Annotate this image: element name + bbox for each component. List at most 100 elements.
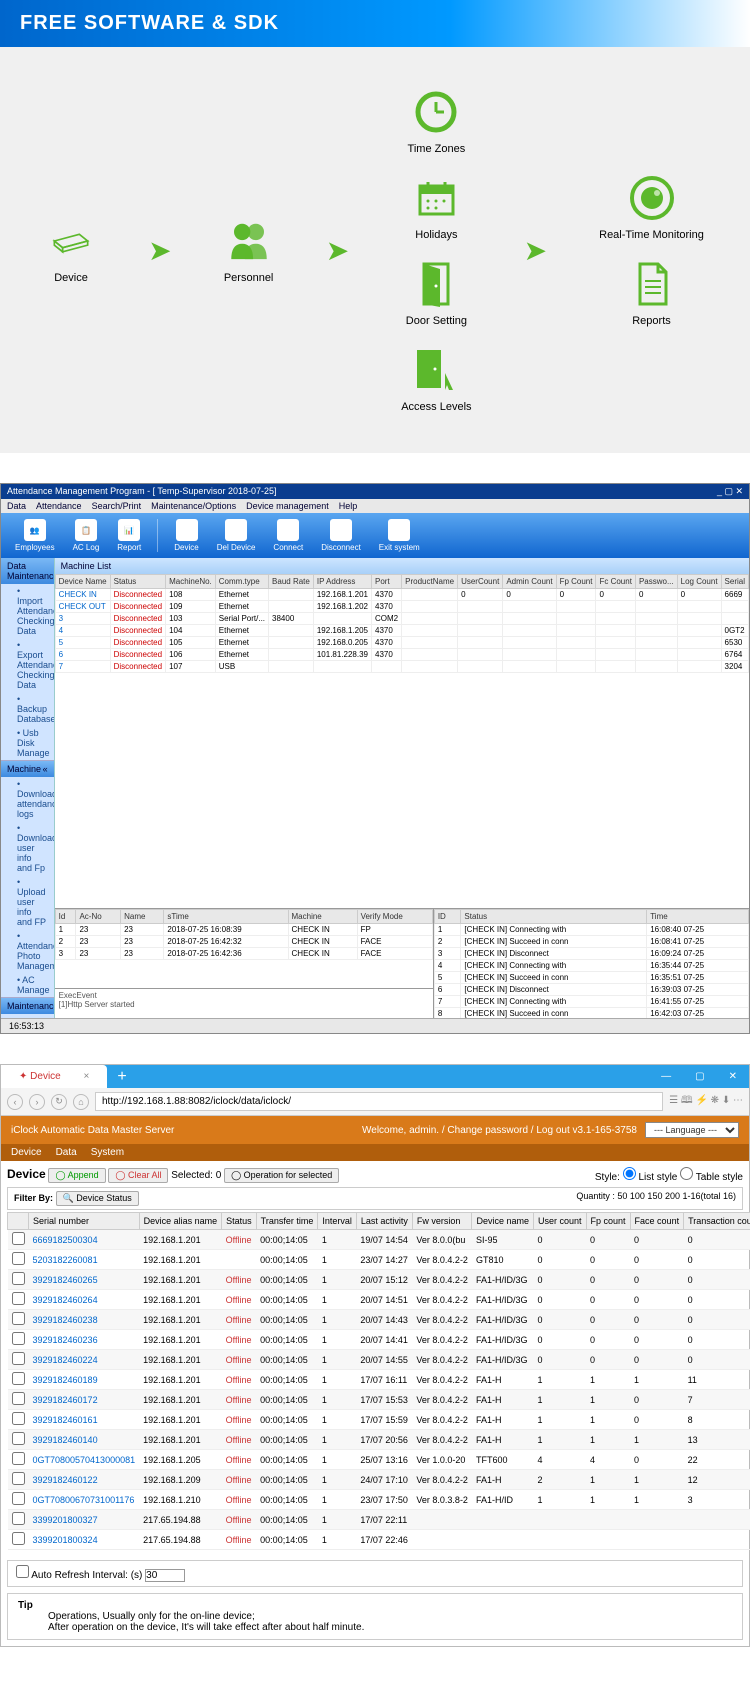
table-row[interactable]: 5[CHECK IN] Succeed in conn16:35:51 07-2… bbox=[434, 972, 748, 984]
menu-item[interactable]: Device management bbox=[246, 501, 329, 511]
toolbar-employees[interactable]: 👥Employees bbox=[9, 517, 61, 554]
nav-item[interactable]: System bbox=[91, 1147, 124, 1158]
sidebar-item[interactable]: • Export Attendance Checking Data bbox=[1, 638, 54, 692]
toolbar-exit-system[interactable]: ⏻Exit system bbox=[373, 517, 426, 554]
table-row[interactable]: 3929182460264192.168.1.201Offline00:00;1… bbox=[8, 1290, 750, 1310]
nav-item[interactable]: Device bbox=[11, 1147, 42, 1158]
toolbar-ac-log[interactable]: 📋AC Log bbox=[67, 517, 106, 554]
table-row[interactable]: 4[CHECK IN] Connecting with16:35:44 07-2… bbox=[434, 960, 748, 972]
table-row[interactable]: 7Disconnected107USB3204 bbox=[55, 661, 748, 673]
row-checkbox[interactable] bbox=[12, 1452, 25, 1465]
sidebar-item[interactable]: • Usb Disk Manage bbox=[1, 726, 54, 760]
toolbar-device[interactable]: 🖥Device bbox=[168, 517, 204, 554]
table-row[interactable]: CHECK OUTDisconnected109Ethernet192.168.… bbox=[55, 601, 748, 613]
row-checkbox[interactable] bbox=[12, 1512, 25, 1525]
column-header[interactable]: Baud Rate bbox=[269, 575, 314, 589]
table-row[interactable]: 6Disconnected106Ethernet101.81.228.39437… bbox=[55, 649, 748, 661]
column-header[interactable]: UserCount bbox=[458, 575, 503, 589]
column-header[interactable]: Interval bbox=[318, 1213, 357, 1230]
row-checkbox[interactable] bbox=[12, 1352, 25, 1365]
column-header[interactable]: Log Count bbox=[677, 575, 721, 589]
menu-item[interactable]: Search/Print bbox=[92, 501, 142, 511]
url-input[interactable]: http://192.168.1.88:8082/iclock/data/icl… bbox=[95, 1092, 663, 1111]
table-row[interactable]: 2[CHECK IN] Succeed in conn16:08:41 07-2… bbox=[434, 936, 748, 948]
sidebar-section-header[interactable]: Data Maintenance« bbox=[1, 558, 54, 584]
column-header[interactable]: Serial bbox=[721, 575, 748, 589]
column-header[interactable]: Fp Count bbox=[556, 575, 596, 589]
column-header[interactable]: Fc Count bbox=[596, 575, 635, 589]
column-header[interactable]: Admin Count bbox=[503, 575, 556, 589]
table-row[interactable]: 3929182460140192.168.1.201Offline00:00;1… bbox=[8, 1430, 750, 1450]
column-header[interactable]: Verify Mode bbox=[357, 910, 432, 924]
table-row[interactable]: 6[CHECK IN] Disconnect16:39:03 07-25 bbox=[434, 984, 748, 996]
column-header[interactable]: ID bbox=[434, 910, 461, 924]
table-row[interactable]: 6669182500304192.168.1.201Offline00:00;1… bbox=[8, 1230, 750, 1250]
column-header[interactable]: User count bbox=[533, 1213, 586, 1230]
row-checkbox[interactable] bbox=[12, 1372, 25, 1385]
table-row[interactable]: 5Disconnected105Ethernet192.168.0.205437… bbox=[55, 637, 748, 649]
column-header[interactable]: Device name bbox=[472, 1213, 534, 1230]
row-checkbox[interactable] bbox=[12, 1472, 25, 1485]
row-checkbox[interactable] bbox=[12, 1292, 25, 1305]
table-row[interactable]: 3929182460172192.168.1.201Offline00:00;1… bbox=[8, 1390, 750, 1410]
column-header[interactable]: Fp count bbox=[586, 1213, 630, 1230]
column-header[interactable]: Last activity bbox=[356, 1213, 412, 1230]
menu-item[interactable]: Data bbox=[7, 501, 26, 511]
auto-refresh-checkbox[interactable] bbox=[16, 1565, 29, 1578]
row-checkbox[interactable] bbox=[12, 1312, 25, 1325]
operation-button[interactable]: ◯ Operation for selected bbox=[224, 1168, 339, 1183]
toolbar-del-device[interactable]: ✖Del Device bbox=[211, 517, 262, 554]
column-header[interactable]: sTime bbox=[164, 910, 288, 924]
column-header[interactable]: Status bbox=[461, 910, 647, 924]
row-checkbox[interactable] bbox=[12, 1492, 25, 1505]
row-checkbox[interactable] bbox=[12, 1432, 25, 1445]
column-header[interactable]: Face count bbox=[630, 1213, 684, 1230]
reload-button[interactable]: ↻ bbox=[51, 1094, 67, 1110]
table-row[interactable]: 3929182460236192.168.1.201Offline00:00;1… bbox=[8, 1330, 750, 1350]
welcome-text[interactable]: Welcome, admin. / Change password / Log … bbox=[362, 1125, 637, 1136]
column-header[interactable]: MachineNo. bbox=[166, 575, 216, 589]
table-row[interactable]: 5203182260081192.168.1.20100:00;14:05123… bbox=[8, 1250, 750, 1270]
sidebar-item[interactable]: • Upload user info and FP bbox=[1, 875, 54, 929]
column-header[interactable]: IP Address bbox=[313, 575, 371, 589]
menu-item[interactable]: Help bbox=[339, 501, 358, 511]
table-row[interactable]: 3929182460265192.168.1.201Offline00:00;1… bbox=[8, 1270, 750, 1290]
device-status-filter[interactable]: 🔍 Device Status bbox=[56, 1191, 139, 1206]
toolbar-disconnect[interactable]: ⏹Disconnect bbox=[315, 517, 367, 554]
back-button[interactable]: ‹ bbox=[7, 1094, 23, 1110]
column-header[interactable]: Ac-No bbox=[76, 910, 121, 924]
quantity-text[interactable]: Quantity : 50 100 150 200 1-16(total 16) bbox=[576, 1191, 736, 1201]
table-row[interactable]: 3929182460161192.168.1.201Offline00:00;1… bbox=[8, 1410, 750, 1430]
table-row[interactable]: 3399201800327217.65.194.88Offline00:00;1… bbox=[8, 1510, 750, 1530]
column-header[interactable]: Device alias name bbox=[139, 1213, 222, 1230]
column-header[interactable] bbox=[8, 1213, 29, 1230]
column-header[interactable]: Machine bbox=[288, 910, 357, 924]
nav-item[interactable]: Data bbox=[56, 1147, 77, 1158]
table-row[interactable]: 4Disconnected104Ethernet192.168.1.205437… bbox=[55, 625, 748, 637]
table-row[interactable]: 3929182460238192.168.1.201Offline00:00;1… bbox=[8, 1310, 750, 1330]
column-header[interactable]: Id bbox=[55, 910, 76, 924]
table-row[interactable]: CHECK INDisconnected108Ethernet192.168.1… bbox=[55, 589, 748, 601]
window-controls[interactable]: —▢✕ bbox=[649, 1065, 749, 1088]
sidebar-item[interactable]: • Attendance Photo Management bbox=[1, 929, 54, 973]
status-log-grid[interactable]: IDStatusTime1[CHECK IN] Connecting with1… bbox=[434, 909, 749, 1018]
sidebar-item[interactable]: • Download attendance logs bbox=[1, 777, 54, 821]
sidebar-item[interactable]: • Backup Database bbox=[1, 692, 54, 726]
row-checkbox[interactable] bbox=[12, 1392, 25, 1405]
menu-item[interactable]: Attendance bbox=[36, 501, 82, 511]
column-header[interactable]: Serial number bbox=[29, 1213, 140, 1230]
table-row[interactable]: 223232018-07-25 16:42:32CHECK INFACE bbox=[55, 936, 432, 948]
language-select[interactable]: --- Language --- bbox=[645, 1122, 739, 1138]
column-header[interactable]: Time bbox=[647, 910, 749, 924]
table-row[interactable]: 3[CHECK IN] Disconnect16:09:24 07-25 bbox=[434, 948, 748, 960]
table-style-radio[interactable] bbox=[680, 1167, 693, 1180]
sidebar-item[interactable]: • Download user info and Fp bbox=[1, 821, 54, 875]
table-row[interactable]: 3929182460122192.168.1.209Offline00:00;1… bbox=[8, 1470, 750, 1490]
column-header[interactable]: Transaction count bbox=[684, 1213, 750, 1230]
table-row[interactable]: 8[CHECK IN] Succeed in conn16:42:03 07-2… bbox=[434, 1008, 748, 1019]
column-header[interactable]: Passwo... bbox=[635, 575, 677, 589]
row-checkbox[interactable] bbox=[12, 1252, 25, 1265]
table-row[interactable]: 3399201800324217.65.194.88Offline00:00;1… bbox=[8, 1530, 750, 1550]
column-header[interactable]: Status bbox=[110, 575, 165, 589]
table-row[interactable]: 0GT70800670731001176192.168.1.210Offline… bbox=[8, 1490, 750, 1510]
